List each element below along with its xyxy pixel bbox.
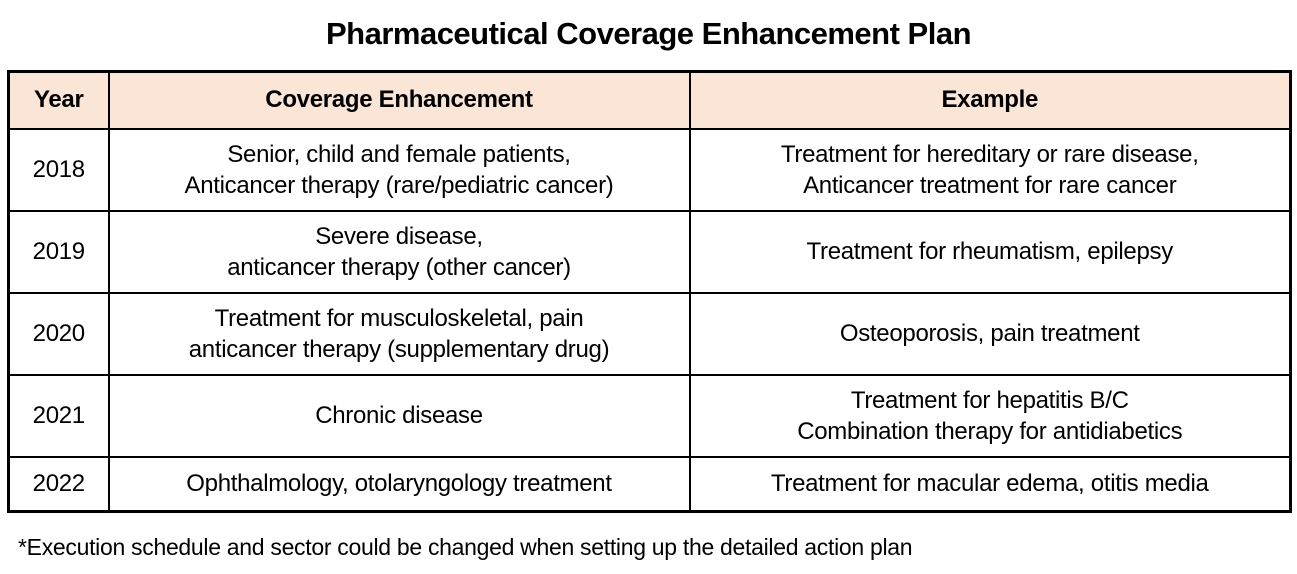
column-header-coverage-enhancement: Coverage Enhancement bbox=[107, 70, 691, 130]
slide-page: Pharmaceutical Coverage Enhancement Plan… bbox=[0, 14, 1297, 574]
example-cell: Treatment for hereditary or rare disease… bbox=[688, 127, 1292, 212]
footnote: *Execution schedule and sector could be … bbox=[18, 534, 913, 560]
table-row-2018: 2018 Senior, child and female patients, … bbox=[7, 127, 1292, 212]
page-title: Pharmaceutical Coverage Enhancement Plan bbox=[325, 16, 972, 51]
example-cell: Treatment for rheumatism, epilepsy bbox=[688, 209, 1292, 294]
year-cell: 2018 bbox=[7, 127, 110, 212]
example-cell: Osteoporosis, pain treatment bbox=[688, 291, 1292, 376]
coverage-cell: Ophthalmology, otolaryngology treatment bbox=[107, 455, 691, 513]
year-cell: 2022 bbox=[7, 455, 110, 513]
coverage-cell: Severe disease, anticancer therapy (othe… bbox=[107, 209, 691, 294]
year-cell: 2021 bbox=[7, 373, 110, 458]
table-row-2020: 2020 Treatment for musculoskeletal, pain… bbox=[7, 291, 1292, 376]
year-cell: 2020 bbox=[7, 291, 110, 376]
table-header-row: Year Coverage Enhancement Example bbox=[7, 70, 1292, 130]
table-row-2022: 2022 Ophthalmology, otolaryngology treat… bbox=[7, 455, 1292, 513]
coverage-cell: Chronic disease bbox=[107, 373, 691, 458]
coverage-cell: Treatment for musculoskeletal, pain anti… bbox=[107, 291, 691, 376]
table-row-2019: 2019 Severe disease, anticancer therapy … bbox=[7, 209, 1292, 294]
coverage-cell: Senior, child and female patients, Antic… bbox=[107, 127, 691, 212]
year-cell: 2019 bbox=[7, 209, 110, 294]
column-header-year: Year bbox=[7, 70, 110, 130]
example-cell: Treatment for macular edema, otitis medi… bbox=[688, 455, 1292, 513]
coverage-plan-table: Year Coverage Enhancement Example 2018 S… bbox=[7, 70, 1292, 513]
column-header-example: Example bbox=[688, 70, 1292, 130]
table-row-2021: 2021 Chronic disease Treatment for hepat… bbox=[7, 373, 1292, 458]
example-cell: Treatment for hepatitis B/C Combination … bbox=[688, 373, 1292, 458]
